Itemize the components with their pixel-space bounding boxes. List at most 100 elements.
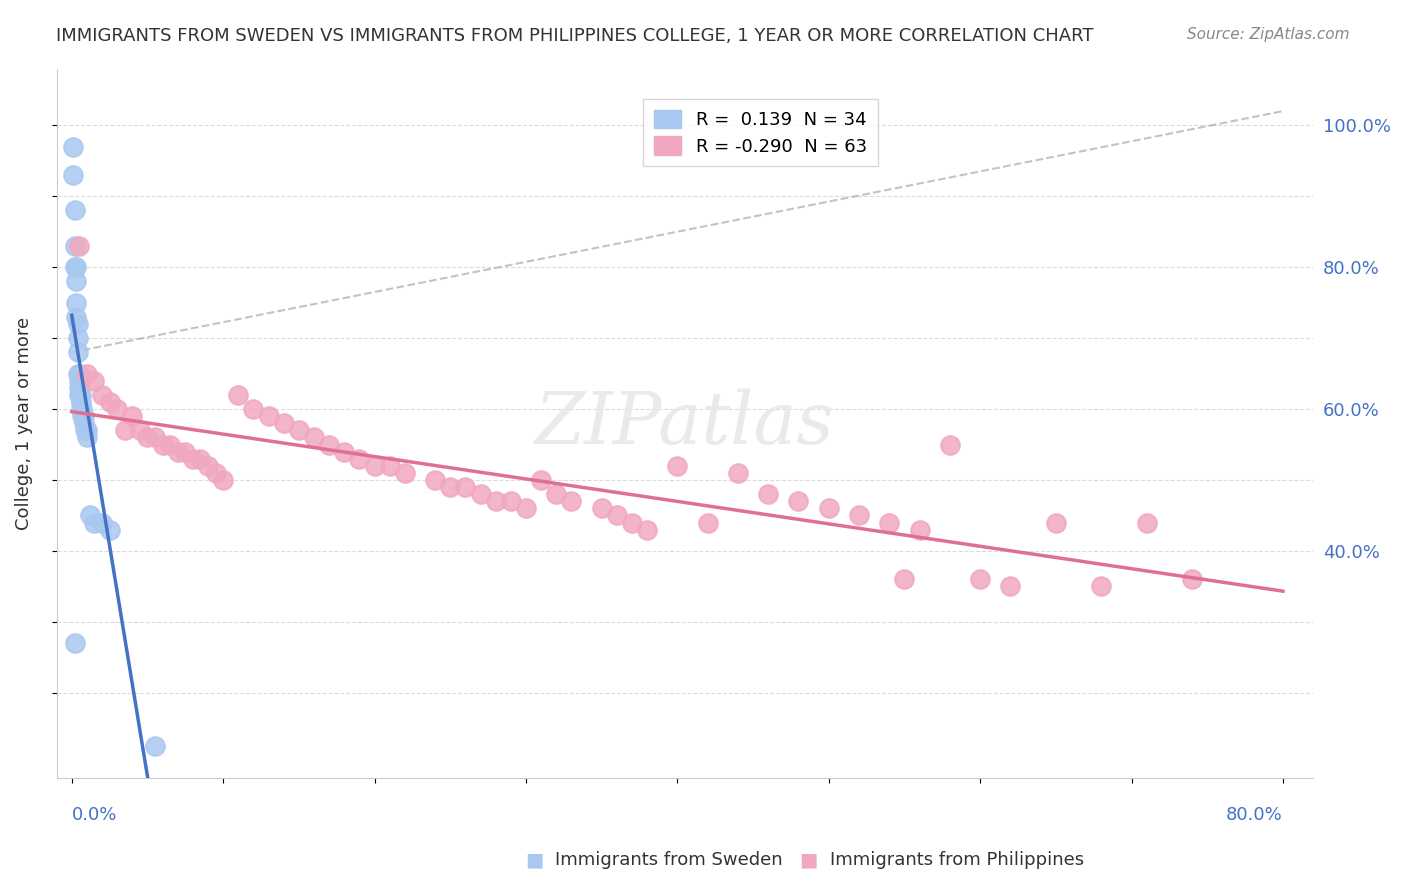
Point — [1090, 579, 1112, 593]
Point — [66, 345, 89, 359]
Point — [204, 466, 226, 480]
Point — [636, 523, 658, 537]
Point — [727, 466, 749, 480]
Point — [73, 417, 96, 431]
Point — [69, 395, 91, 409]
Point — [333, 444, 356, 458]
Point — [128, 423, 150, 437]
Point — [1181, 572, 1204, 586]
Point — [197, 458, 219, 473]
Point — [212, 473, 235, 487]
Point — [696, 516, 718, 530]
Point — [546, 487, 568, 501]
Point — [66, 367, 89, 381]
Point — [67, 367, 90, 381]
Point — [560, 494, 582, 508]
Point — [72, 402, 94, 417]
Point — [66, 331, 89, 345]
Point — [349, 451, 371, 466]
Point — [98, 395, 121, 409]
Point — [83, 516, 105, 530]
Text: IMMIGRANTS FROM SWEDEN VS IMMIGRANTS FROM PHILIPPINES COLLEGE, 1 YEAR OR MORE CO: IMMIGRANTS FROM SWEDEN VS IMMIGRANTS FRO… — [56, 27, 1094, 45]
Point — [530, 473, 553, 487]
Point — [288, 423, 311, 437]
Point — [76, 423, 98, 437]
Point — [69, 395, 91, 409]
Legend: R =  0.139  N = 34, R = -0.290  N = 63: R = 0.139 N = 34, R = -0.290 N = 63 — [643, 99, 877, 167]
Point — [939, 437, 962, 451]
Point — [65, 260, 87, 275]
Point — [159, 437, 181, 451]
Point — [73, 409, 96, 424]
Text: 80.0%: 80.0% — [1226, 806, 1284, 824]
Point — [63, 260, 86, 275]
Point — [787, 494, 810, 508]
Point — [76, 367, 98, 381]
Point — [439, 480, 461, 494]
Point — [65, 295, 87, 310]
Point — [1000, 579, 1022, 593]
Point — [166, 444, 188, 458]
Point — [63, 239, 86, 253]
Point — [908, 523, 931, 537]
Point — [174, 444, 197, 458]
Point — [470, 487, 492, 501]
Point — [114, 423, 136, 437]
Point — [394, 466, 416, 480]
Point — [181, 451, 204, 466]
Point — [190, 451, 212, 466]
Point — [152, 437, 174, 451]
Point — [756, 487, 779, 501]
Point — [257, 409, 280, 424]
Point — [69, 402, 91, 417]
Text: 0.0%: 0.0% — [72, 806, 117, 824]
Point — [67, 374, 90, 388]
Point — [63, 636, 86, 650]
Point — [273, 417, 295, 431]
Point — [454, 480, 477, 494]
Point — [91, 516, 114, 530]
Point — [76, 430, 98, 444]
Point — [226, 388, 249, 402]
Point — [121, 409, 143, 424]
Point — [67, 388, 90, 402]
Text: ZIPatlas: ZIPatlas — [536, 388, 835, 458]
Point — [499, 494, 522, 508]
Point — [75, 423, 97, 437]
Point — [65, 310, 87, 324]
Point — [83, 374, 105, 388]
Point — [969, 572, 991, 586]
Text: Immigrants from Philippines: Immigrants from Philippines — [830, 851, 1084, 869]
Point — [666, 458, 689, 473]
Y-axis label: College, 1 year or more: College, 1 year or more — [15, 317, 32, 530]
Point — [66, 317, 89, 331]
Point — [69, 388, 91, 402]
Text: Immigrants from Sweden: Immigrants from Sweden — [555, 851, 783, 869]
Point — [143, 430, 166, 444]
Point — [242, 402, 264, 417]
Point — [1045, 516, 1067, 530]
Point — [620, 516, 643, 530]
Point — [515, 501, 537, 516]
Point — [67, 239, 90, 253]
Point — [105, 402, 128, 417]
Text: ■: ■ — [524, 850, 544, 869]
Point — [65, 274, 87, 288]
Point — [848, 508, 870, 523]
Point — [136, 430, 159, 444]
Point — [63, 203, 86, 218]
Point — [591, 501, 613, 516]
Point — [363, 458, 385, 473]
Point — [378, 458, 401, 473]
Point — [423, 473, 446, 487]
Point — [62, 168, 84, 182]
Point — [143, 739, 166, 753]
Point — [1136, 516, 1159, 530]
Text: ■: ■ — [799, 850, 818, 869]
Text: Source: ZipAtlas.com: Source: ZipAtlas.com — [1187, 27, 1350, 42]
Point — [302, 430, 325, 444]
Point — [79, 508, 101, 523]
Point — [879, 516, 901, 530]
Point — [817, 501, 839, 516]
Point — [485, 494, 508, 508]
